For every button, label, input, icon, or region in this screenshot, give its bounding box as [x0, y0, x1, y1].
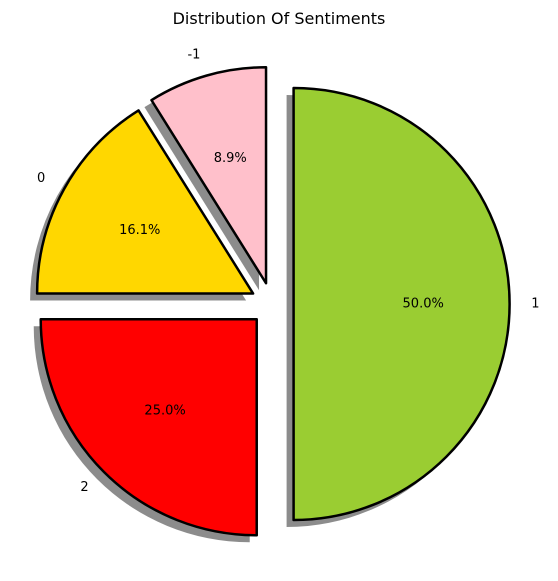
slice-percent-label: 25.0%	[144, 403, 185, 418]
slice-category-label: 1	[531, 297, 539, 312]
slice-percent-label: 16.1%	[119, 223, 160, 238]
pie-labels: -1 8.9% 0 16.1% 2 25.0% 1 50.0%	[37, 47, 540, 494]
pie-slice-2	[39, 318, 258, 537]
slice-category-label: 0	[37, 171, 45, 186]
slice-percent-label: 50.0%	[403, 297, 444, 312]
slice-category-label: -1	[187, 47, 200, 62]
slice-category-label: 2	[80, 480, 88, 495]
pie-slice--1	[150, 65, 268, 285]
pie-slice-1	[292, 86, 511, 522]
chart-title: Distribution Of Sentiments	[173, 9, 386, 28]
pie-slices	[35, 65, 511, 537]
slice-percent-label: 8.9%	[214, 151, 247, 166]
pie-slice-0	[35, 109, 255, 295]
